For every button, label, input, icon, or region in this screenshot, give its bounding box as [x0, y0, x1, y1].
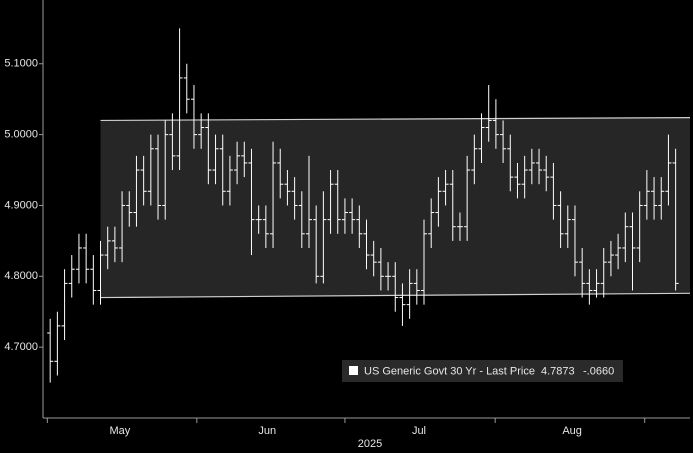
- y-tick-label: 4.9000: [4, 199, 38, 211]
- y-tick-label: 4.8000: [4, 270, 38, 282]
- channel-fill: [100, 117, 690, 298]
- x-tick-label: May: [110, 425, 131, 437]
- legend-label: US Generic Govt 30 Yr - Last Price: [364, 365, 535, 377]
- legend-change: -.0660: [583, 365, 614, 377]
- legend-last: 4.7873: [541, 365, 575, 377]
- y-tick-label: 5.0000: [4, 129, 38, 141]
- bars-layer: [47, 28, 679, 383]
- x-tick-label: Aug: [562, 425, 582, 437]
- x-tick-label: Jun: [258, 425, 276, 437]
- y-tick-label: 4.7000: [4, 341, 38, 353]
- y-tick-label: 5.1000: [4, 58, 38, 70]
- x-axis-label: 2025: [358, 438, 382, 450]
- channel-upper: [100, 117, 691, 122]
- x-tick-label: Jul: [412, 425, 426, 437]
- legend-swatch: [349, 366, 358, 375]
- legend-box: [342, 360, 623, 382]
